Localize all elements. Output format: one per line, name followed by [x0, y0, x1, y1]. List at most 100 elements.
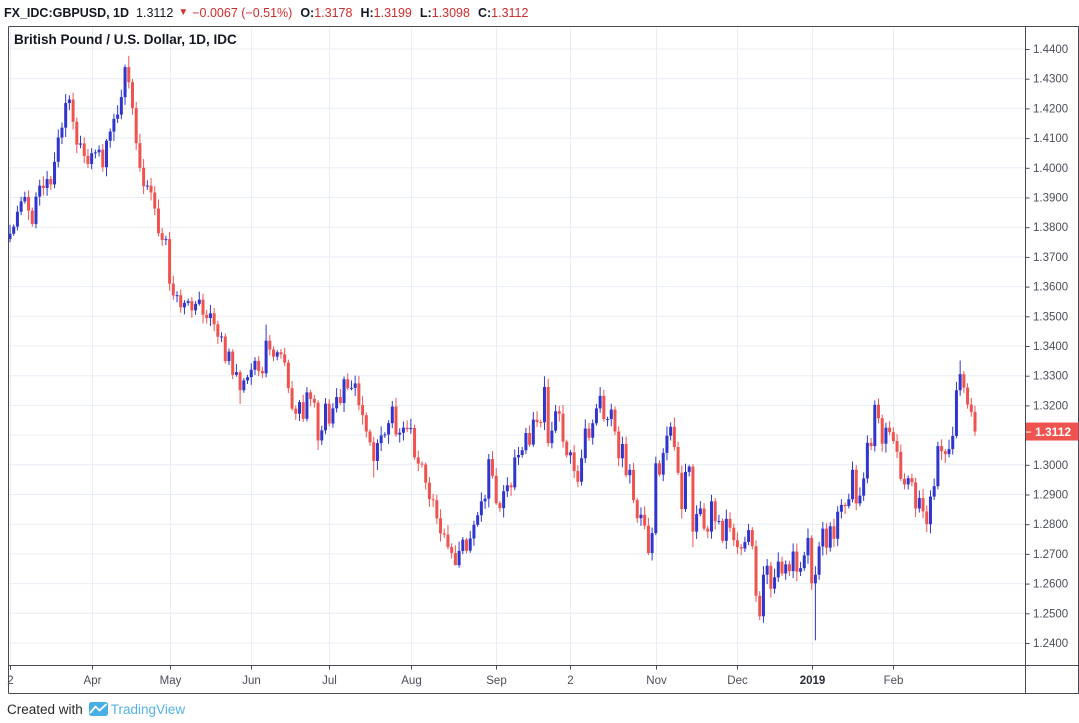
candle[interactable]: [431, 499, 435, 501]
candle[interactable]: [539, 422, 543, 424]
candle[interactable]: [12, 226, 16, 234]
candle[interactable]: [583, 428, 587, 459]
candle[interactable]: [865, 442, 869, 479]
candle[interactable]: [34, 196, 38, 224]
candle[interactable]: [591, 423, 595, 438]
candle[interactable]: [171, 283, 175, 296]
candle[interactable]: [821, 528, 825, 547]
candle[interactable]: [190, 301, 194, 311]
candle[interactable]: [468, 538, 472, 551]
candle[interactable]: [23, 196, 27, 202]
candle[interactable]: [338, 397, 342, 404]
candle[interactable]: [969, 404, 973, 412]
candle[interactable]: [791, 551, 795, 572]
candle[interactable]: [891, 432, 895, 442]
candle[interactable]: [93, 152, 97, 154]
candle[interactable]: [880, 418, 884, 444]
candle[interactable]: [257, 360, 261, 371]
candle[interactable]: [494, 475, 498, 504]
candle[interactable]: [580, 458, 584, 482]
candle[interactable]: [175, 295, 179, 297]
candle[interactable]: [416, 457, 420, 464]
candle[interactable]: [90, 153, 94, 164]
candle[interactable]: [201, 299, 205, 315]
candle[interactable]: [357, 383, 361, 406]
candle[interactable]: [409, 427, 413, 430]
candle[interactable]: [323, 403, 327, 431]
candle[interactable]: [179, 295, 183, 308]
candle[interactable]: [383, 434, 387, 436]
candle[interactable]: [279, 352, 283, 355]
candle[interactable]: [973, 411, 977, 432]
candle[interactable]: [424, 464, 428, 483]
candle[interactable]: [483, 498, 487, 502]
candle[interactable]: [242, 380, 246, 391]
candle[interactable]: [286, 362, 290, 389]
candle[interactable]: [67, 99, 71, 104]
candle[interactable]: [41, 185, 45, 188]
candle[interactable]: [758, 595, 762, 617]
candle[interactable]: [776, 561, 780, 578]
candle[interactable]: [928, 496, 932, 525]
candle[interactable]: [906, 478, 910, 485]
candle[interactable]: [220, 336, 224, 338]
candle[interactable]: [646, 525, 650, 554]
candle[interactable]: [138, 143, 142, 168]
candle[interactable]: [134, 108, 138, 144]
candle[interactable]: [450, 547, 454, 554]
candle[interactable]: [223, 336, 227, 362]
candle[interactable]: [398, 432, 402, 435]
candle[interactable]: [294, 408, 298, 414]
candle[interactable]: [290, 388, 294, 409]
candle[interactable]: [832, 526, 836, 539]
candle[interactable]: [609, 409, 613, 420]
candle[interactable]: [706, 528, 710, 532]
candle[interactable]: [79, 143, 83, 145]
candle[interactable]: [576, 471, 580, 482]
candle[interactable]: [669, 426, 673, 436]
candle[interactable]: [123, 67, 127, 98]
candle[interactable]: [97, 149, 101, 153]
candle[interactable]: [145, 185, 149, 187]
candle[interactable]: [877, 404, 880, 419]
candle[interactable]: [658, 463, 662, 475]
candle[interactable]: [38, 185, 42, 197]
candle[interactable]: [45, 179, 49, 188]
candle[interactable]: [921, 498, 925, 512]
candle[interactable]: [661, 452, 665, 475]
candle[interactable]: [30, 210, 34, 224]
candle[interactable]: [112, 118, 116, 132]
candle[interactable]: [197, 299, 201, 304]
candle[interactable]: [550, 430, 554, 444]
candle[interactable]: [182, 302, 186, 308]
candle[interactable]: [869, 442, 873, 447]
candle[interactable]: [101, 149, 105, 168]
candle[interactable]: [799, 568, 803, 572]
candle[interactable]: [888, 427, 892, 433]
candle[interactable]: [728, 518, 732, 528]
candle[interactable]: [305, 392, 309, 419]
candle[interactable]: [698, 508, 702, 515]
candle[interactable]: [71, 99, 75, 122]
candle[interactable]: [568, 452, 572, 456]
candle[interactable]: [472, 524, 476, 539]
candle[interactable]: [487, 459, 491, 499]
candle[interactable]: [194, 303, 198, 311]
candle[interactable]: [910, 478, 914, 483]
candle[interactable]: [687, 466, 691, 472]
candle[interactable]: [479, 501, 483, 516]
x-axis[interactable]: 2 Apr May Jun Jul Aug Sep 2 Nov Dec 2019 Feb: [7, 665, 903, 688]
candle[interactable]: [516, 454, 520, 458]
candle[interactable]: [895, 441, 899, 452]
candle[interactable]: [739, 547, 743, 549]
candle[interactable]: [743, 542, 747, 549]
candle[interactable]: [335, 397, 339, 409]
candle[interactable]: [453, 553, 457, 566]
candle[interactable]: [368, 431, 372, 443]
symbol-name[interactable]: FX_IDC:GBPUSD, 1D: [4, 5, 130, 20]
candle[interactable]: [457, 550, 461, 566]
candle[interactable]: [695, 514, 699, 532]
candle[interactable]: [372, 442, 376, 461]
candle[interactable]: [60, 127, 64, 138]
candle[interactable]: [75, 121, 79, 145]
